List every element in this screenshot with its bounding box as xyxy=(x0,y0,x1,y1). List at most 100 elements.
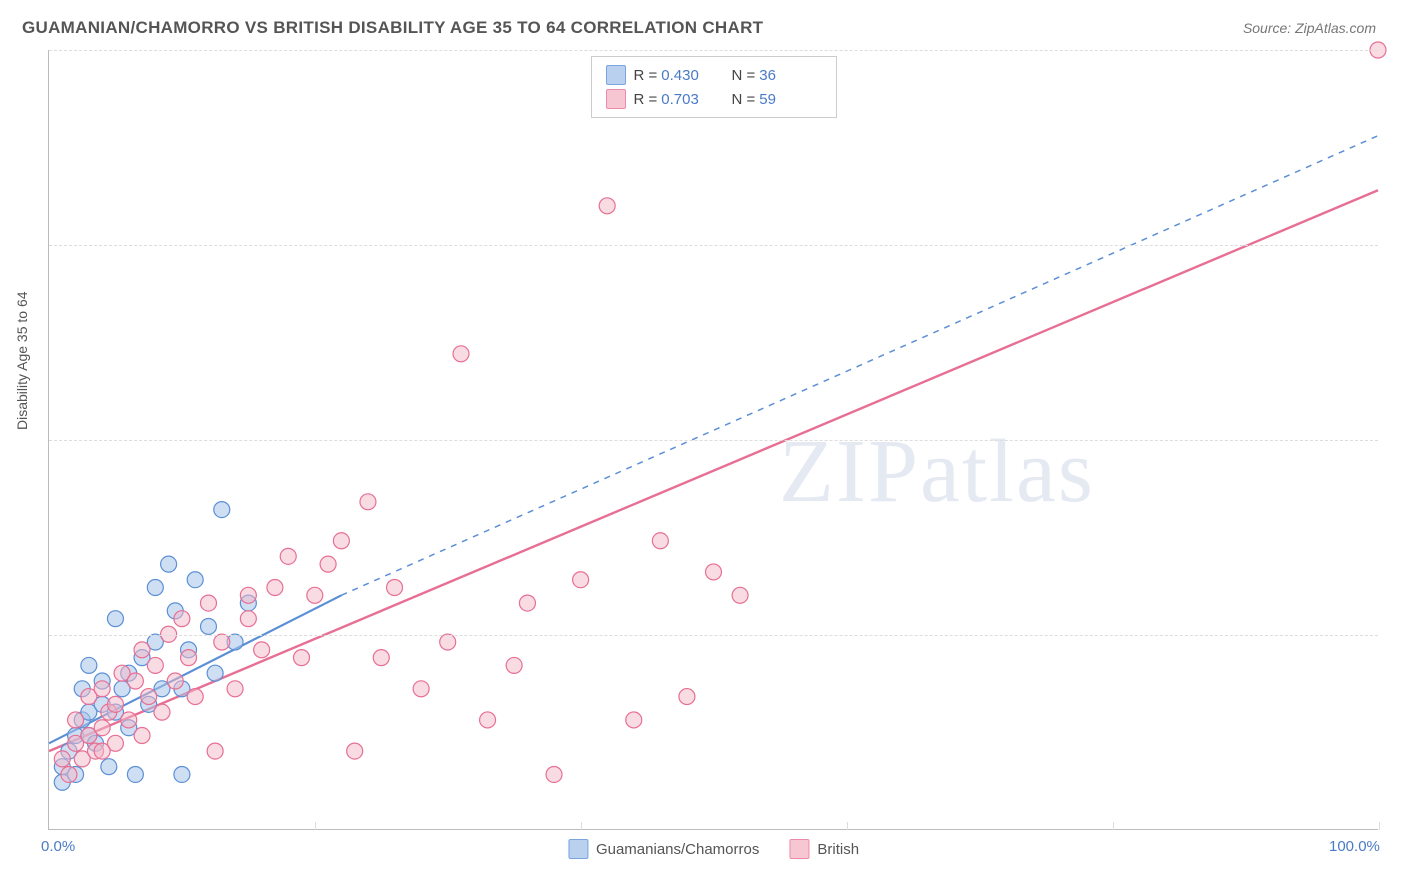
data-point-brit xyxy=(94,720,110,736)
data-point-brit xyxy=(453,346,469,362)
data-point-brit xyxy=(174,611,190,627)
data-point-brit xyxy=(573,572,589,588)
legend-swatch-guam xyxy=(606,65,626,85)
data-point-guam xyxy=(214,502,230,518)
y-tick-label: 50.0% xyxy=(1386,430,1406,447)
data-point-guam xyxy=(81,657,97,673)
data-point-brit xyxy=(141,689,157,705)
data-point-brit xyxy=(506,657,522,673)
legend-item: British xyxy=(789,839,859,859)
data-point-brit xyxy=(373,650,389,666)
legend-stat-row: R = 0.703 N = 59 xyxy=(606,87,822,111)
data-point-guam xyxy=(161,556,177,572)
data-point-brit xyxy=(652,533,668,549)
legend-label: Guamanians/Chamorros xyxy=(596,841,759,858)
stat-r-label: R = xyxy=(634,91,658,108)
gridline-v xyxy=(581,822,582,830)
data-point-brit xyxy=(240,611,256,627)
data-point-brit xyxy=(626,712,642,728)
data-point-brit xyxy=(121,712,137,728)
y-tick-label: 100.0% xyxy=(1386,40,1406,57)
legend-stats: R = 0.430 N = 36 R = 0.703 N = 59 xyxy=(591,56,837,118)
trendline-dashed-guam xyxy=(341,136,1378,596)
data-point-guam xyxy=(127,766,143,782)
legend-swatch xyxy=(568,839,588,859)
data-point-brit xyxy=(94,743,110,759)
stat-r-value: 0.703 xyxy=(661,91,699,108)
trendline-brit xyxy=(49,190,1378,751)
legend-item: Guamanians/Chamorros xyxy=(568,839,759,859)
y-axis-label: Disability Age 35 to 64 xyxy=(14,291,30,430)
data-point-brit xyxy=(599,198,615,214)
data-point-brit xyxy=(214,634,230,650)
data-point-guam xyxy=(174,766,190,782)
data-point-brit xyxy=(154,704,170,720)
data-point-guam xyxy=(187,572,203,588)
data-point-brit xyxy=(200,595,216,611)
data-point-guam xyxy=(107,611,123,627)
data-point-brit xyxy=(413,681,429,697)
data-point-brit xyxy=(732,587,748,603)
gridline-v xyxy=(1113,822,1114,830)
data-point-brit xyxy=(440,634,456,650)
y-tick-label: 25.0% xyxy=(1386,625,1406,642)
data-point-brit xyxy=(294,650,310,666)
gridline-h xyxy=(49,50,1378,51)
legend-bottom: Guamanians/Chamorros British xyxy=(568,839,859,859)
legend-stat-row: R = 0.430 N = 36 xyxy=(606,63,822,87)
data-point-brit xyxy=(134,728,150,744)
gridline-v xyxy=(1379,822,1380,830)
legend-swatch-brit xyxy=(606,89,626,109)
data-point-brit xyxy=(546,766,562,782)
gridline-v xyxy=(847,822,848,830)
data-point-brit xyxy=(167,673,183,689)
data-point-brit xyxy=(147,657,163,673)
data-point-brit xyxy=(127,673,143,689)
y-tick-label: 75.0% xyxy=(1386,235,1406,252)
stat-n-label: N = xyxy=(732,91,756,108)
data-point-brit xyxy=(480,712,496,728)
data-point-guam xyxy=(147,580,163,596)
x-tick-label: 0.0% xyxy=(41,838,75,855)
stat-n-label: N = xyxy=(732,67,756,84)
data-point-guam xyxy=(101,759,117,775)
data-point-brit xyxy=(68,712,84,728)
legend-swatch xyxy=(789,839,809,859)
legend-label: British xyxy=(817,841,859,858)
data-point-brit xyxy=(254,642,270,658)
data-point-brit xyxy=(227,681,243,697)
gridline-h xyxy=(49,245,1378,246)
data-point-brit xyxy=(181,650,197,666)
data-point-brit xyxy=(347,743,363,759)
data-point-brit xyxy=(387,580,403,596)
data-point-brit xyxy=(360,494,376,510)
data-point-brit xyxy=(519,595,535,611)
data-point-guam xyxy=(207,665,223,681)
data-point-brit xyxy=(187,689,203,705)
gridline-h xyxy=(49,635,1378,636)
chart-title: GUAMANIAN/CHAMORRO VS BRITISH DISABILITY… xyxy=(22,18,763,38)
data-point-brit xyxy=(267,580,283,596)
data-point-brit xyxy=(240,587,256,603)
data-point-brit xyxy=(107,696,123,712)
data-point-brit xyxy=(94,681,110,697)
x-tick-label: 100.0% xyxy=(1329,838,1380,855)
data-point-brit xyxy=(320,556,336,572)
stat-r-value: 0.430 xyxy=(661,67,699,84)
data-point-brit xyxy=(54,751,70,767)
data-point-brit xyxy=(207,743,223,759)
data-point-brit xyxy=(280,548,296,564)
data-point-brit xyxy=(333,533,349,549)
data-point-brit xyxy=(307,587,323,603)
stat-n-value: 59 xyxy=(759,91,776,108)
gridline-h xyxy=(49,440,1378,441)
stat-r-label: R = xyxy=(634,67,658,84)
data-point-brit xyxy=(134,642,150,658)
stat-n-value: 36 xyxy=(759,67,776,84)
data-point-guam xyxy=(200,618,216,634)
data-point-brit xyxy=(706,564,722,580)
gridline-v xyxy=(315,822,316,830)
source-label: Source: ZipAtlas.com xyxy=(1243,20,1376,36)
chart-plot-area: ZIPatlas R = 0.430N = 36R = 0.703N = 59 … xyxy=(48,50,1378,830)
data-point-brit xyxy=(61,766,77,782)
